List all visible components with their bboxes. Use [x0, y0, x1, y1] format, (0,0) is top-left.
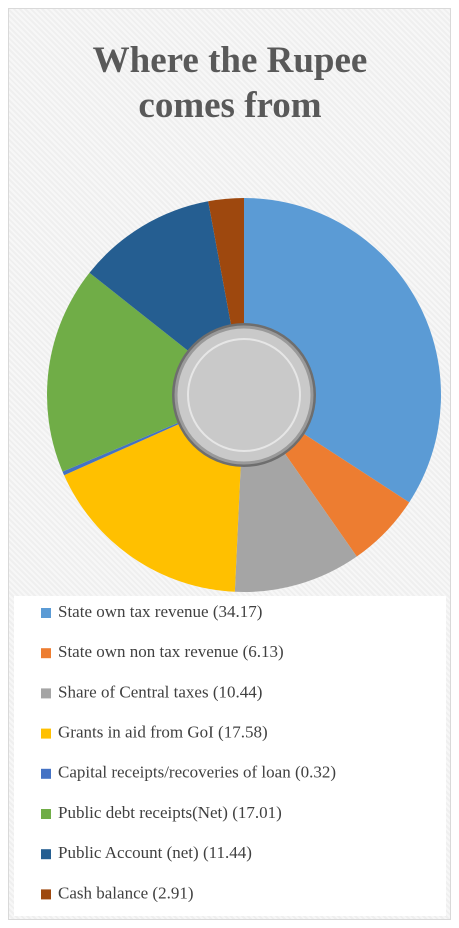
- legend-label: Public debt receipts(Net) (17.01): [58, 803, 282, 822]
- legend-swatch: [41, 769, 51, 779]
- legend-swatch: [41, 849, 51, 859]
- chart: State own tax revenue (34.17) State own n…: [0, 0, 459, 928]
- legend-label: Public Account (net) (11.44): [58, 843, 252, 862]
- page: Where the Rupee comes from State own tax…: [0, 0, 459, 928]
- coin: [176, 327, 312, 463]
- legend-label: State own tax revenue (34.17): [58, 602, 262, 621]
- legend-swatch: [41, 889, 51, 899]
- legend-swatch: [41, 688, 51, 698]
- legend-swatch: [41, 648, 51, 658]
- legend-swatch: [41, 809, 51, 819]
- legend-label: Capital receipts/recoveries of loan (0.3…: [58, 763, 336, 782]
- legend-label: State own non tax revenue (6.13): [58, 642, 284, 661]
- legend-swatch: [41, 729, 51, 739]
- legend-label: Cash balance (2.91): [58, 883, 193, 902]
- legend-label: Grants in aid from GoI (17.58): [58, 723, 268, 742]
- legend-swatch: [41, 608, 51, 618]
- legend-label: Share of Central taxes (10.44): [58, 682, 262, 701]
